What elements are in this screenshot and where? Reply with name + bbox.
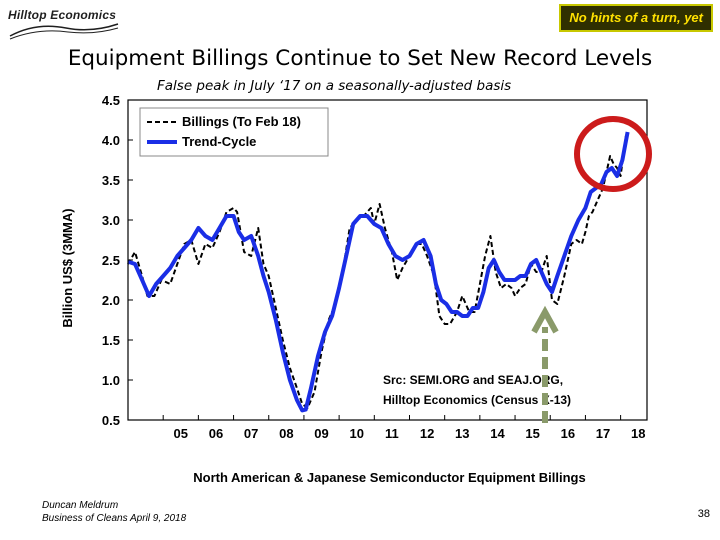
y-tick-label: 2.0 <box>102 293 120 308</box>
y-tick-label: 1.0 <box>102 373 120 388</box>
legend-trend-label: Trend-Cycle <box>182 134 256 149</box>
billings-chart: 4.5 4.0 3.5 3.0 2.5 2.0 1.5 1.0 0.5 05 06 07 08 09 10 1… <box>60 93 652 485</box>
y-tick-label: 4.5 <box>102 93 120 108</box>
footer-author: Duncan Meldrum <box>42 500 119 511</box>
footer-event: Business of Cleans April 9, 2018 <box>42 513 187 524</box>
x-tick-label: 05 <box>174 426 188 441</box>
source-annotation-line2: Hilltop Economics (Census X-13) <box>383 393 571 407</box>
x-tick-label: 16 <box>561 426 575 441</box>
x-tick-label: 12 <box>420 426 434 441</box>
footer-credit: Duncan Meldrum Business of Cleans April … <box>42 499 186 525</box>
x-tick-label: 18 <box>631 426 645 441</box>
y-tick-label: 0.5 <box>102 413 120 428</box>
page-title: Equipment Billings Continue to Set New R… <box>67 46 653 71</box>
logo-text: Hilltop Economics <box>8 8 117 22</box>
x-tick-label: 14 <box>490 426 505 441</box>
source-annotation-line1: Src: SEMI.ORG and SEAJ.ORG, <box>383 373 563 387</box>
y-tick-label: 1.5 <box>102 333 120 348</box>
trend-cycle-series-line <box>127 131 630 413</box>
billings-series-line <box>127 135 627 409</box>
y-tick-label: 3.5 <box>102 173 120 188</box>
page-number: 38 <box>697 508 710 520</box>
highlight-circle <box>574 116 652 192</box>
logo-swoosh-icon <box>9 23 119 40</box>
x-tick-label: 17 <box>596 426 610 441</box>
x-tick-label: 13 <box>455 426 469 441</box>
up-arrow-icon <box>531 305 559 334</box>
y-tick-label: 4.0 <box>102 133 120 148</box>
y-tick-label: 2.5 <box>102 253 120 268</box>
y-axis-title: Billion US$ (3MMA) <box>60 208 75 327</box>
legend-billings-label: Billings (To Feb 18) <box>182 114 301 129</box>
x-tick-label: 15 <box>525 426 539 441</box>
legend-box <box>139 107 329 157</box>
status-badge: No hints of a turn, yet <box>559 4 713 32</box>
x-tick-label: 11 <box>385 426 399 441</box>
x-tick-label: 10 <box>349 426 363 441</box>
x-tick-label: 09 <box>314 426 328 441</box>
x-tick-label: 08 <box>279 426 293 441</box>
chart-title: North American & Japanese Semiconductor … <box>193 470 585 485</box>
x-tick-label: 07 <box>244 426 258 441</box>
hilltop-logo: Hilltop Economics <box>6 4 126 42</box>
page-subtitle: False peak in July ‘17 on a seasonally-a… <box>157 78 512 94</box>
x-tick-label: 06 <box>209 426 223 441</box>
y-tick-label: 3.0 <box>102 213 120 228</box>
